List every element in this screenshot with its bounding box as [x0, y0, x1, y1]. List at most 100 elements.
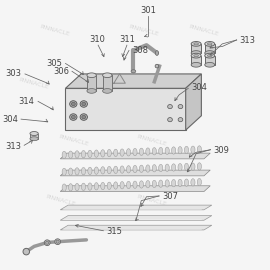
Text: 305: 305: [46, 59, 62, 68]
Ellipse shape: [103, 89, 112, 93]
Text: 314: 314: [19, 97, 35, 106]
Ellipse shape: [69, 151, 73, 158]
Ellipse shape: [191, 62, 201, 67]
Bar: [205, 56, 215, 65]
Ellipse shape: [168, 104, 172, 109]
Ellipse shape: [101, 182, 105, 190]
Ellipse shape: [178, 164, 182, 171]
Ellipse shape: [46, 241, 49, 244]
Ellipse shape: [70, 114, 77, 120]
Ellipse shape: [152, 148, 156, 155]
Ellipse shape: [94, 150, 99, 157]
Ellipse shape: [70, 101, 77, 107]
Ellipse shape: [205, 42, 215, 46]
Ellipse shape: [126, 166, 131, 173]
Ellipse shape: [205, 51, 215, 55]
Ellipse shape: [171, 164, 176, 171]
Ellipse shape: [191, 163, 195, 170]
Ellipse shape: [152, 180, 156, 188]
Ellipse shape: [44, 240, 50, 246]
Ellipse shape: [152, 165, 156, 172]
Ellipse shape: [184, 179, 188, 186]
Ellipse shape: [184, 146, 188, 154]
Ellipse shape: [178, 117, 183, 122]
Ellipse shape: [75, 151, 79, 158]
Ellipse shape: [71, 102, 75, 106]
Ellipse shape: [62, 168, 66, 176]
Ellipse shape: [197, 163, 201, 170]
Ellipse shape: [146, 181, 150, 188]
Ellipse shape: [101, 150, 105, 157]
Text: 311: 311: [120, 35, 136, 44]
Text: 313: 313: [5, 142, 21, 151]
Text: 310: 310: [89, 35, 105, 44]
Ellipse shape: [168, 117, 172, 122]
Ellipse shape: [133, 148, 137, 156]
Ellipse shape: [94, 167, 99, 174]
Text: PINNACLE: PINNACLE: [136, 134, 167, 147]
Ellipse shape: [87, 89, 96, 93]
Ellipse shape: [81, 167, 86, 175]
Polygon shape: [60, 186, 210, 191]
Ellipse shape: [30, 137, 38, 141]
Ellipse shape: [207, 43, 212, 45]
Ellipse shape: [88, 150, 92, 158]
Ellipse shape: [191, 51, 201, 55]
Ellipse shape: [55, 239, 60, 245]
Polygon shape: [186, 74, 201, 130]
Polygon shape: [60, 170, 210, 176]
Ellipse shape: [205, 62, 215, 67]
Ellipse shape: [94, 183, 99, 190]
Text: PINNACLE: PINNACLE: [136, 194, 167, 207]
Text: 309: 309: [214, 146, 230, 155]
Ellipse shape: [205, 53, 215, 58]
Ellipse shape: [197, 178, 201, 186]
Text: PINNACLE: PINNACLE: [19, 77, 50, 89]
Text: PINNACLE: PINNACLE: [170, 77, 201, 89]
Ellipse shape: [178, 179, 182, 187]
Ellipse shape: [194, 55, 198, 57]
Text: PINNACLE: PINNACLE: [128, 24, 159, 37]
Bar: [191, 44, 201, 53]
Ellipse shape: [194, 43, 198, 45]
Ellipse shape: [114, 149, 118, 157]
Ellipse shape: [82, 115, 86, 119]
Ellipse shape: [171, 147, 176, 154]
Ellipse shape: [62, 151, 66, 158]
Bar: [191, 56, 201, 65]
Ellipse shape: [191, 53, 201, 58]
Text: 303: 303: [6, 69, 22, 78]
Ellipse shape: [88, 167, 92, 174]
Polygon shape: [66, 88, 186, 130]
Ellipse shape: [159, 164, 163, 172]
Polygon shape: [60, 153, 210, 159]
Polygon shape: [60, 215, 212, 220]
Ellipse shape: [71, 115, 75, 119]
Ellipse shape: [114, 182, 118, 189]
Ellipse shape: [139, 181, 144, 188]
Text: PINNACLE: PINNACLE: [39, 24, 70, 37]
Ellipse shape: [82, 102, 86, 106]
Bar: [87, 75, 96, 91]
Ellipse shape: [23, 248, 29, 255]
Ellipse shape: [165, 147, 169, 154]
Ellipse shape: [107, 150, 111, 157]
Polygon shape: [60, 225, 212, 230]
Text: 313: 313: [240, 36, 256, 45]
Ellipse shape: [133, 166, 137, 173]
Ellipse shape: [184, 163, 188, 171]
Ellipse shape: [69, 184, 73, 191]
Ellipse shape: [191, 42, 201, 46]
Ellipse shape: [120, 182, 124, 189]
Ellipse shape: [146, 148, 150, 155]
Text: 306: 306: [53, 67, 69, 76]
Ellipse shape: [191, 179, 195, 186]
Bar: [30, 133, 38, 139]
Ellipse shape: [139, 148, 144, 156]
Ellipse shape: [171, 180, 176, 187]
Ellipse shape: [81, 183, 86, 190]
Ellipse shape: [81, 150, 86, 158]
Ellipse shape: [103, 73, 112, 77]
Ellipse shape: [133, 181, 137, 188]
Text: PINNACLE: PINNACLE: [58, 134, 89, 147]
